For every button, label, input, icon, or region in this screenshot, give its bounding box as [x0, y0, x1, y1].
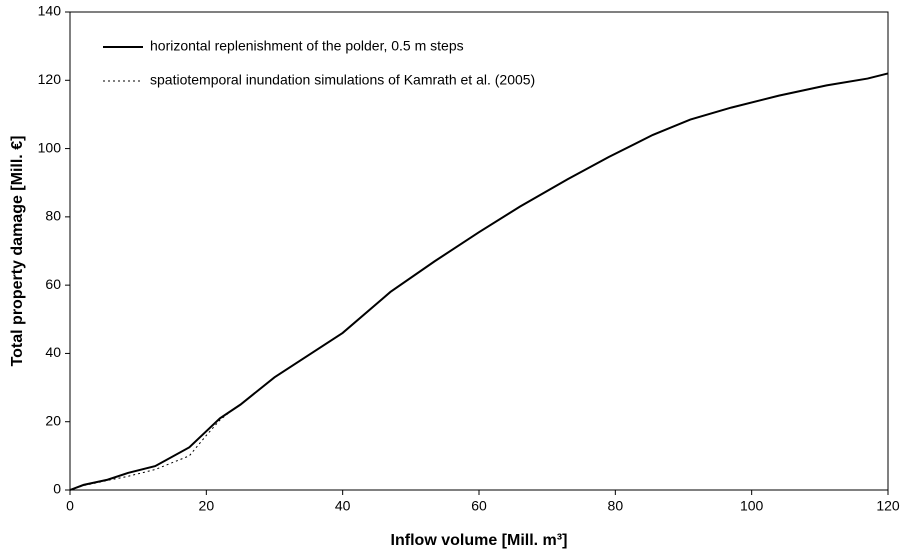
series-line	[69, 72, 889, 491]
y-tick-label: 100	[38, 139, 62, 155]
y-axis-title: Total property damage [Mill. €]	[9, 136, 26, 367]
y-tick-label: 40	[45, 344, 61, 360]
y-tick-label: 60	[45, 276, 61, 292]
x-tick-label: 0	[66, 498, 74, 514]
x-tick-label: 60	[471, 498, 487, 514]
x-tick-label: 20	[199, 498, 215, 514]
x-tick-label: 120	[876, 498, 900, 514]
x-tick-label: 80	[608, 498, 624, 514]
y-tick-label: 20	[45, 412, 61, 428]
y-tick-label: 120	[38, 71, 62, 87]
y-tick-label: 140	[38, 3, 62, 19]
y-tick-label: 80	[45, 208, 61, 224]
legend-label: horizontal replenishment of the polder, …	[150, 38, 464, 54]
legend-label: spatiotemporal inundation simulations of…	[150, 72, 535, 88]
y-tick-label: 0	[53, 481, 61, 497]
series-line	[69, 405, 238, 491]
x-axis-title: Inflow volume [Mill. m³]	[391, 532, 568, 549]
x-tick-label: 40	[335, 498, 351, 514]
x-tick-label: 100	[740, 498, 764, 514]
